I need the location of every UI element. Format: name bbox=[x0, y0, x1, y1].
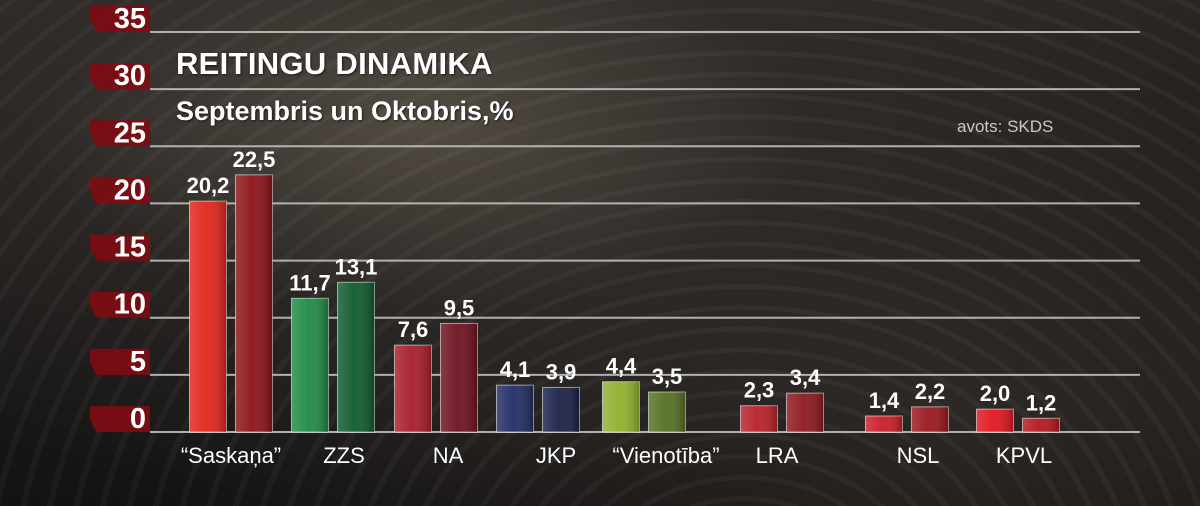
bar-shade bbox=[602, 381, 640, 432]
y-tick-label: 20 bbox=[114, 174, 146, 206]
bar-shade bbox=[865, 416, 903, 432]
bar-shade bbox=[740, 405, 778, 432]
bar-value-label: 2,3 bbox=[744, 378, 775, 403]
y-tick-tab bbox=[90, 63, 150, 90]
y-tick-tab bbox=[90, 6, 150, 32]
y-tick-tab bbox=[90, 234, 150, 261]
x-category-label: “Saskaņa” bbox=[181, 443, 281, 468]
bar-shade bbox=[1022, 418, 1060, 432]
y-tick-label: 15 bbox=[114, 232, 146, 264]
bar-shade bbox=[291, 298, 329, 432]
bar-shade bbox=[786, 393, 824, 432]
chart-subtitle: Septembris un Oktobris,% bbox=[176, 96, 514, 126]
y-tick-tab bbox=[90, 348, 150, 375]
bar-shade bbox=[235, 174, 273, 432]
chart-title: REITINGU DINAMIKA bbox=[176, 46, 493, 81]
bar-shade bbox=[337, 282, 375, 432]
bar-value-label: 9,5 bbox=[444, 295, 475, 320]
y-tick-tab bbox=[90, 120, 150, 147]
bar-value-label: 22,5 bbox=[233, 147, 276, 172]
y-tick-label: 25 bbox=[114, 117, 146, 149]
y-tick-tab bbox=[90, 177, 150, 204]
bar-shade bbox=[911, 406, 949, 432]
x-category-label: JKP bbox=[536, 443, 576, 468]
y-tick-label: 30 bbox=[114, 60, 146, 92]
bar-value-label: 2,0 bbox=[980, 381, 1011, 406]
y-tick-label: 10 bbox=[114, 289, 146, 321]
bar-value-label: 11,7 bbox=[289, 270, 331, 295]
bar-shade bbox=[496, 385, 534, 432]
bar-shade bbox=[648, 392, 686, 432]
bar-value-label: 3,4 bbox=[790, 365, 821, 390]
x-category-label: NA bbox=[433, 443, 464, 468]
bar-shade bbox=[440, 323, 478, 432]
x-category-label: “Vienotība” bbox=[612, 443, 719, 468]
y-tick-tab bbox=[90, 406, 150, 432]
source-note: avots: SKDS bbox=[957, 117, 1054, 136]
x-category-label: NSL bbox=[897, 443, 940, 468]
bar-value-label: 3,5 bbox=[652, 364, 683, 389]
bar-value-label: 3,9 bbox=[546, 359, 577, 384]
bar-shade bbox=[394, 345, 432, 432]
bar-shade bbox=[189, 201, 227, 432]
bar-value-label: 13,1 bbox=[335, 254, 378, 279]
bar-value-label: 2,2 bbox=[915, 379, 946, 404]
bar-shade bbox=[976, 409, 1014, 432]
y-tick-label: 5 bbox=[130, 346, 146, 378]
x-category-label: ZZS bbox=[323, 443, 365, 468]
y-tick-label: 35 bbox=[114, 3, 146, 35]
bar-value-label: 4,1 bbox=[500, 357, 531, 382]
bar-value-label: 1,2 bbox=[1026, 390, 1057, 415]
x-category-label: LRA bbox=[756, 443, 799, 468]
bar-value-label: 7,6 bbox=[398, 317, 429, 342]
bar-value-label: 20,2 bbox=[187, 173, 230, 198]
y-tick-label: 0 bbox=[130, 403, 146, 435]
x-category-label: KPVL bbox=[996, 443, 1052, 468]
bar-value-label: 1,4 bbox=[869, 388, 900, 413]
bar-value-label: 4,4 bbox=[606, 354, 637, 379]
y-tick-tab bbox=[90, 291, 150, 318]
bar-shade bbox=[542, 387, 580, 432]
